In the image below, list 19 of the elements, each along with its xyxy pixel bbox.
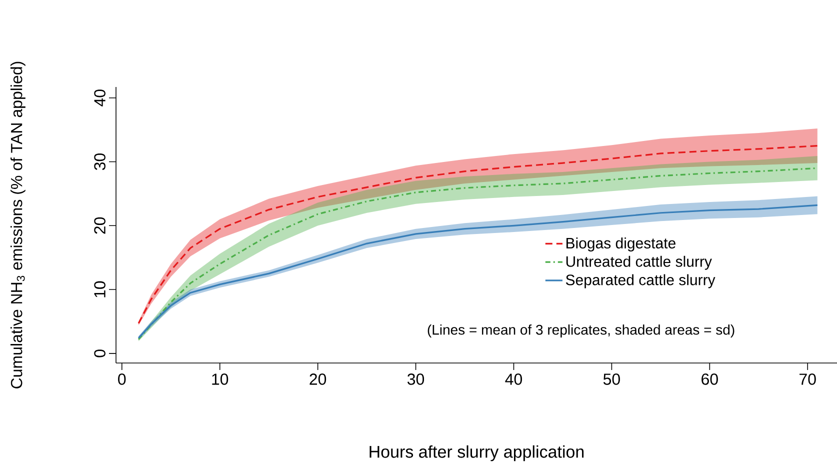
annotation: (Lines = mean of 3 replicates, shaded areas = sd) xyxy=(428,324,734,338)
x-tick-label: 70 xyxy=(800,374,816,385)
legend-label: Untreated cattle slurry xyxy=(566,256,712,270)
x-axis-title: Hours after slurry application xyxy=(370,445,584,462)
x-tick-label: 50 xyxy=(603,374,620,385)
y-tick-label: 30 xyxy=(94,153,106,170)
y-tick-label: 20 xyxy=(94,217,106,234)
x-tick-label: 40 xyxy=(505,374,522,385)
legend-label: Biogas digestate xyxy=(566,237,676,252)
x-tick-label: 30 xyxy=(407,374,424,385)
x-tick-label: 60 xyxy=(702,374,718,385)
x-tick-label: 10 xyxy=(212,374,228,385)
y-tick-label: 10 xyxy=(94,281,106,298)
x-tick-label: 20 xyxy=(310,374,326,385)
y-tick-label: 0 xyxy=(94,350,106,358)
x-tick-label: 0 xyxy=(118,374,126,385)
legend-label: Separated cattle slurry xyxy=(566,274,716,288)
y-axis-title: Cumulative NH$_{3}$ emissions (% of TAN applied) xyxy=(10,62,26,388)
y-tick-label: 40 xyxy=(94,90,106,106)
